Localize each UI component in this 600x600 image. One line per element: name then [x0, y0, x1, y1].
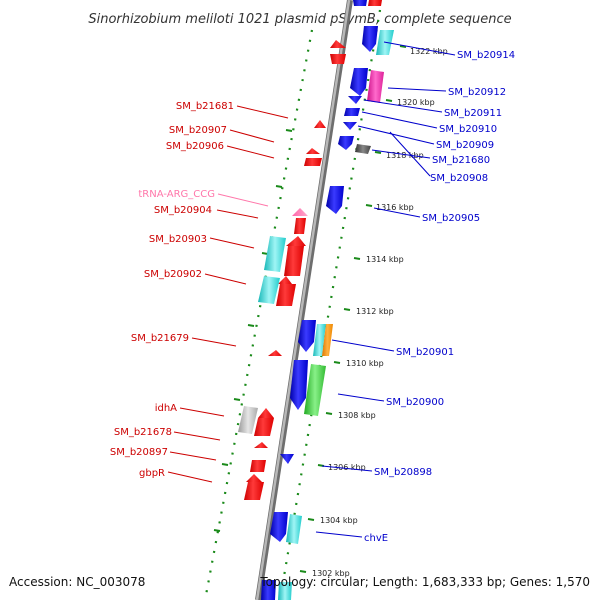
- gene-arrow-gbpr-a: [250, 460, 266, 472]
- inner-tick-ring: [204, 29, 314, 596]
- backbone: [255, 0, 351, 600]
- label-left: SM_b21679: [131, 333, 189, 344]
- gene-arrow-chve: [270, 512, 288, 542]
- gene-box-cyan-left-2: [258, 276, 280, 304]
- label-left: idhA: [155, 403, 177, 414]
- tick-label: 1320 kbp: [397, 98, 435, 107]
- label-left-trna: tRNA-ARG_CCG: [138, 189, 215, 200]
- map-title: Sinorhizobium meliloti 1021 plasmid pSym…: [88, 12, 511, 27]
- left-labels: SM_b21681 SM_b20907 SM_b20906 tRNA-ARG_C…: [110, 101, 234, 479]
- label-right: SM_b20898: [374, 467, 432, 478]
- label-right: SM_b20910: [439, 124, 497, 135]
- gene-arrow-sm-b20897: [254, 442, 268, 448]
- gene-arrow-sm-b20907: [306, 148, 320, 154]
- gene-box-idha: [238, 406, 258, 434]
- gene-arrow-sm-b20910: [344, 108, 360, 116]
- gene-box-cyan-2: [313, 324, 326, 356]
- gene-arrow-sm-b21678: [254, 418, 274, 436]
- label-left: SM_b20904: [154, 205, 212, 216]
- tick-label: 1304 kbp: [320, 516, 358, 525]
- tick-label: 1312 kbp: [356, 307, 394, 316]
- gene-arrow-sm-b20902-tip: [278, 276, 292, 284]
- gene-box-green: [304, 364, 326, 416]
- gene-arrow-red-top-tip: [330, 40, 346, 48]
- gene-arrow-gbpr: [244, 482, 264, 500]
- gene-arrow-gbpr-tip: [246, 474, 262, 482]
- right-labels: SM_b20914 SM_b20912 SM_b20911 SM_b20910 …: [364, 50, 515, 544]
- gene-arrow-sm-b20902: [276, 284, 296, 306]
- label-left: SM_b20903: [149, 234, 207, 245]
- tick-labels: 1322 kbp 1320 kbp 1318 kbp 1316 kbp 1314…: [312, 47, 448, 578]
- gene-arrow-top-a: [353, 0, 367, 6]
- label-left: SM_b20907: [169, 125, 227, 136]
- gene-arrow-sm-b20901: [298, 320, 316, 352]
- gene-arrow-top-b: [368, 0, 382, 6]
- label-left: SM_b20906: [166, 141, 224, 152]
- gene-arrow-red-top: [330, 54, 346, 64]
- label-right: chvE: [364, 533, 388, 544]
- accession-text: Accession: NC_003078: [9, 575, 145, 589]
- label-right: SM_b21680: [432, 155, 490, 166]
- reverse-genes: [238, 40, 346, 500]
- label-left: SM_b20897: [110, 447, 168, 458]
- label-left: SM_b21681: [176, 101, 234, 112]
- label-right: SM_b20912: [448, 87, 506, 98]
- gene-arrow-bottom-a: [261, 580, 276, 600]
- gene-arrow-sm-b21679: [268, 350, 282, 356]
- gene-arrow-sm-b20912: [350, 68, 368, 96]
- tick-label: 1310 kbp: [346, 359, 384, 368]
- label-right: SM_b20900: [386, 397, 444, 408]
- label-right: SM_b20909: [436, 140, 494, 151]
- gene-arrow-sm-b21680: [338, 136, 354, 150]
- label-right: SM_b20911: [444, 108, 502, 119]
- gene-arrow-sm-b21678-tip: [258, 408, 274, 418]
- gene-box-cyan-left: [264, 236, 286, 272]
- gene-arrow-sm-b21681: [314, 120, 326, 128]
- label-right: SM_b20914: [457, 50, 515, 61]
- label-left: SM_b21678: [114, 427, 172, 438]
- tick-label: 1306 kbp: [328, 463, 366, 472]
- gene-arrow-sm-b20898: [280, 454, 294, 464]
- label-right: SM_b20908: [430, 173, 488, 184]
- gene-arrow-sm-b20903-tip: [286, 236, 306, 246]
- label-left: SM_b20902: [144, 269, 202, 280]
- gene-arrow-sm-b20904: [294, 218, 306, 234]
- gene-box-cyan-3: [286, 514, 302, 544]
- gene-arrow-sm-b20911: [348, 96, 362, 104]
- gene-arrow-sm-b20900: [290, 360, 308, 410]
- tick-label: 1308 kbp: [338, 411, 376, 420]
- tick-label: 1318 kbp: [386, 151, 424, 160]
- gene-arrow-sm-b20903: [284, 246, 304, 276]
- gene-trna-arg-ccg: [292, 208, 308, 216]
- outer-tick-ring: [278, 9, 382, 600]
- topology-text: Topology: circular; Length: 1,683,333 bp…: [259, 575, 590, 589]
- gene-arrow-sm-b20905: [326, 186, 344, 214]
- label-right: SM_b20905: [422, 213, 480, 224]
- tick-label: 1316 kbp: [376, 203, 414, 212]
- tick-label: 1314 kbp: [366, 255, 404, 264]
- gene-box-dark: [355, 144, 371, 154]
- tick-label: 1302 kbp: [312, 569, 350, 578]
- left-leaders: [167, 105, 289, 483]
- leader-trna: [217, 193, 269, 207]
- gene-box-magenta: [367, 70, 384, 103]
- gene-box-orange: [322, 324, 333, 356]
- label-right: SM_b20901: [396, 347, 454, 358]
- gene-box-bottom-b: [278, 582, 292, 600]
- right-leaders: [315, 41, 456, 538]
- gene-arrow-sm-b20906: [304, 158, 322, 166]
- tick-label: 1322 kbp: [410, 47, 448, 56]
- gene-arrow-sm-b20914: [362, 26, 378, 52]
- label-left: gbpR: [139, 468, 165, 479]
- tick-marks: [213, 45, 407, 573]
- gene-arrow-sm-b20909: [343, 122, 357, 130]
